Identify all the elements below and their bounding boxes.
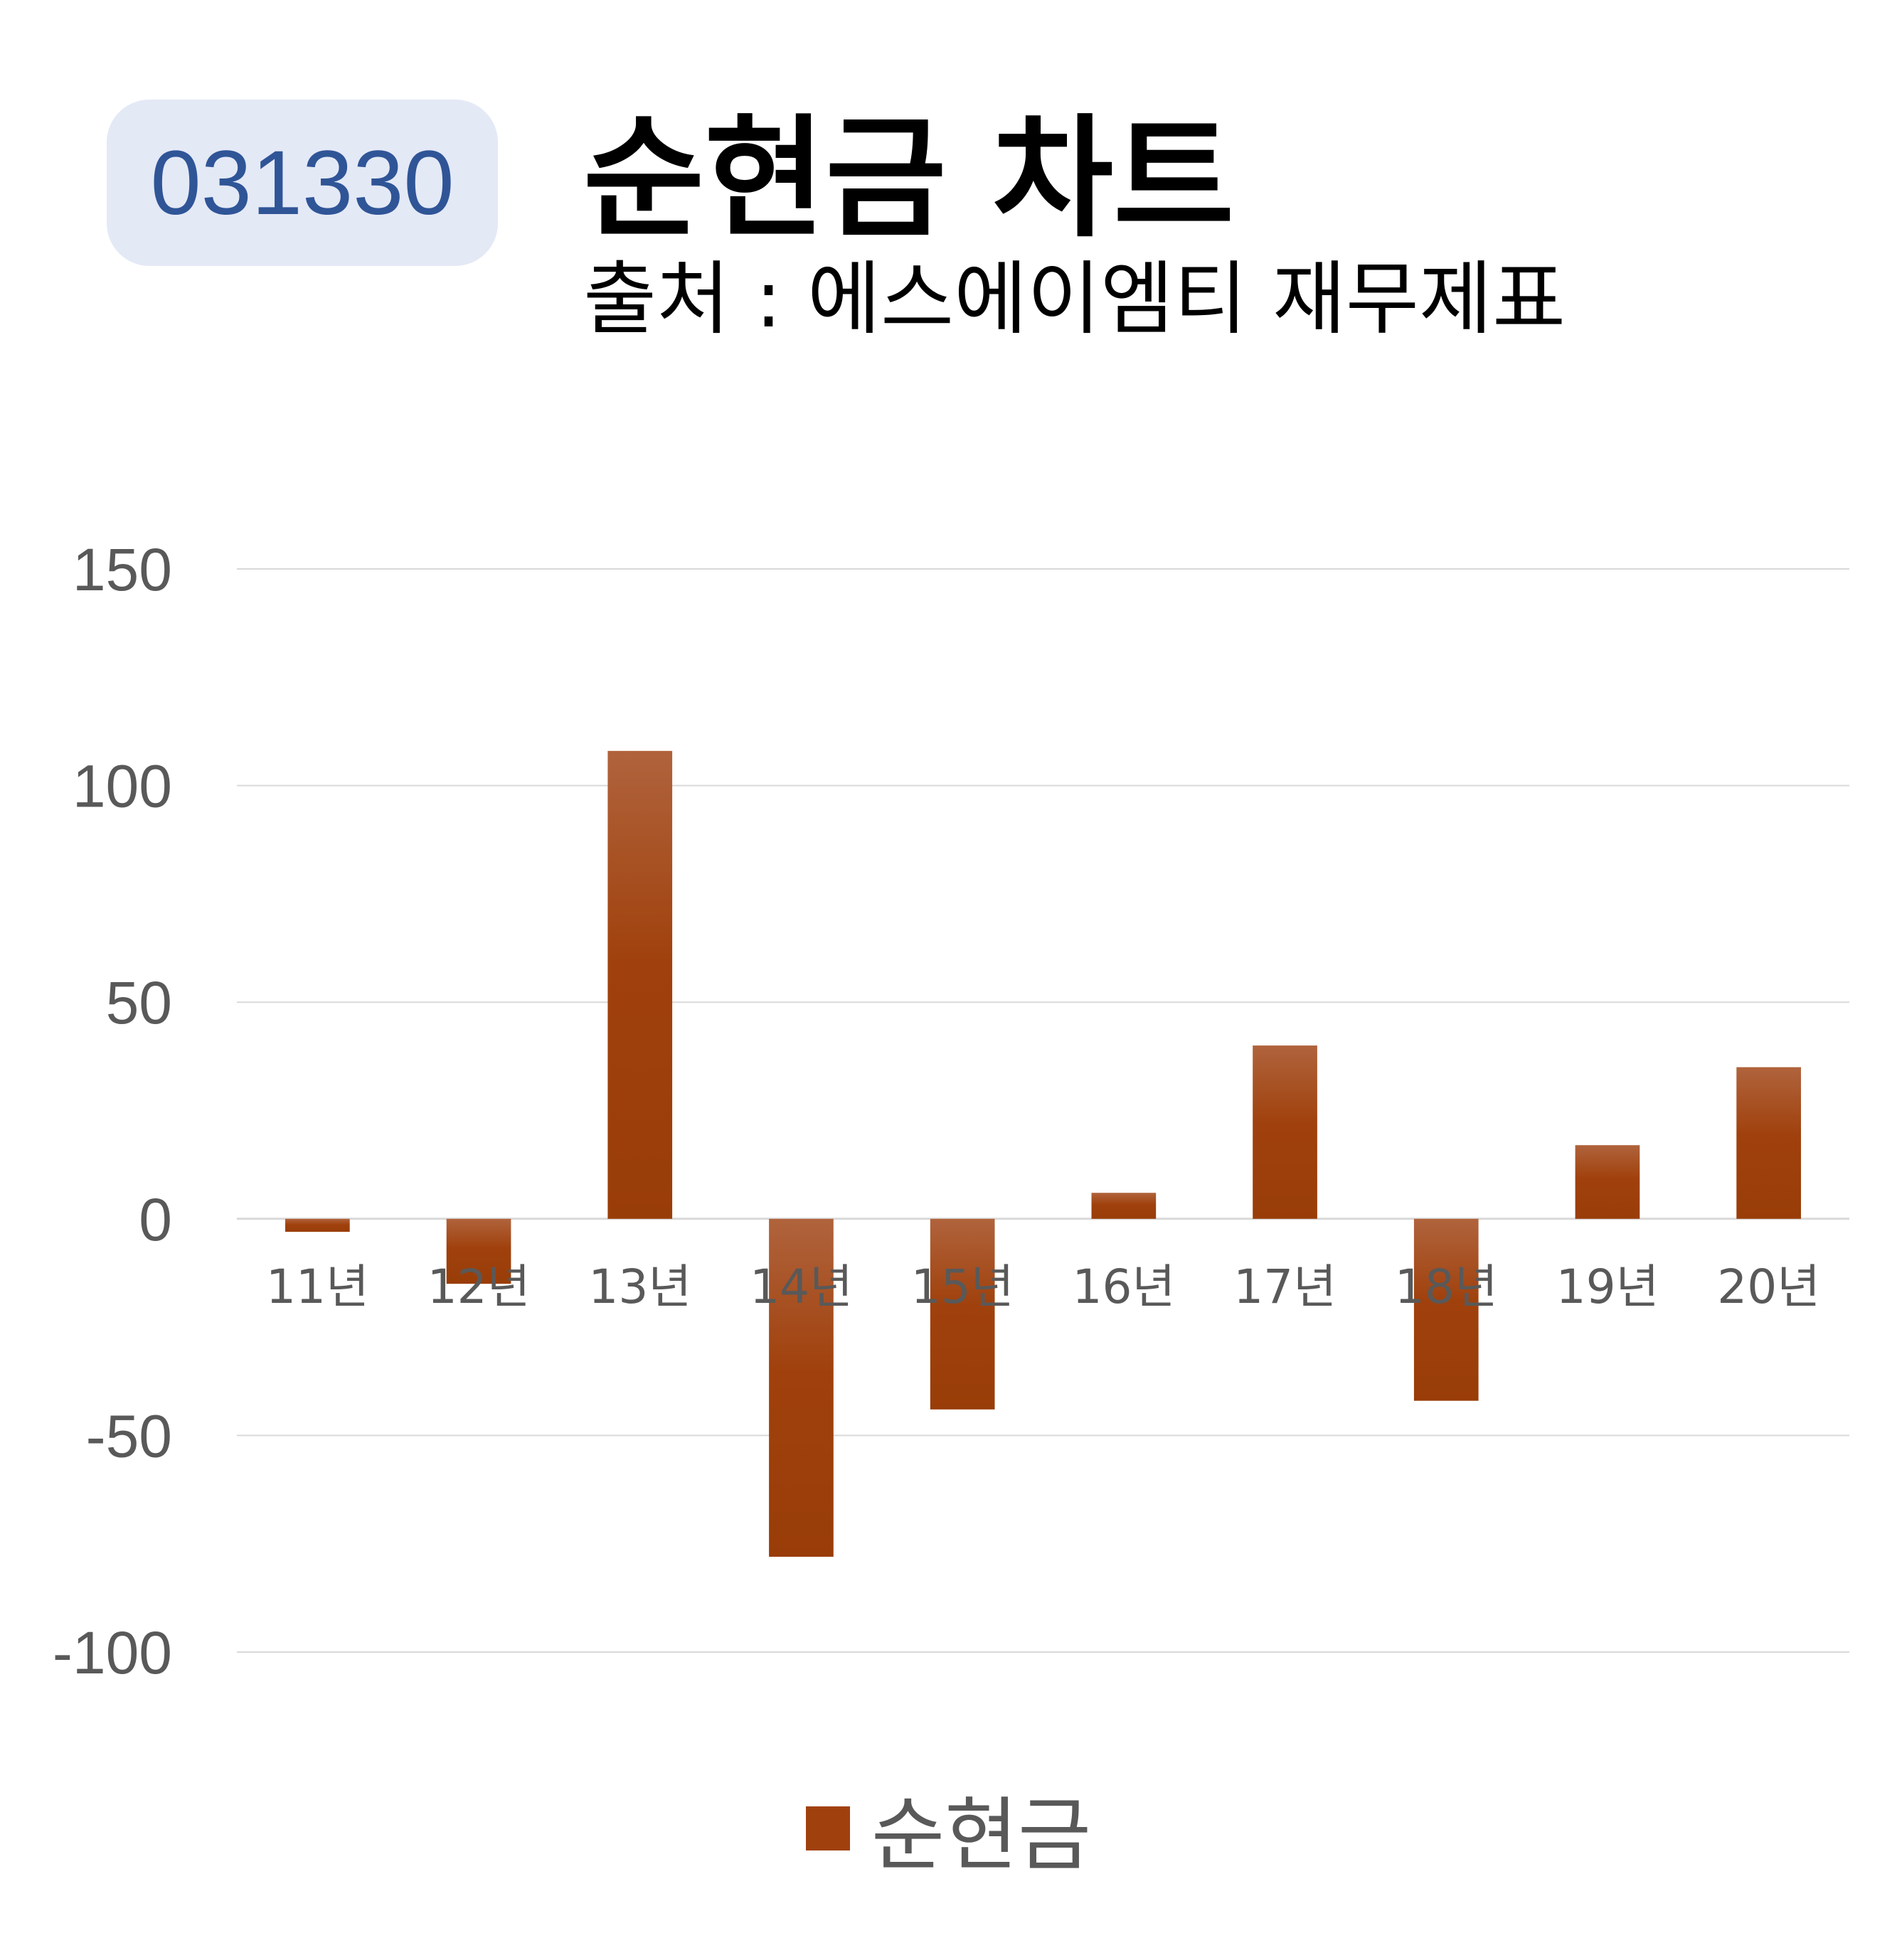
bar-20년 <box>1736 1067 1801 1219</box>
bar-19년 <box>1575 1145 1640 1219</box>
y-tick-label: 100 <box>73 753 172 820</box>
legend: 순현금 <box>0 1771 1897 1886</box>
y-tick-label: 0 <box>139 1186 172 1253</box>
y-tick-label: -50 <box>86 1402 172 1469</box>
legend-label: 순현금 <box>871 1789 1092 1882</box>
y-tick-label: -100 <box>53 1619 172 1686</box>
y-tick-label: 50 <box>106 969 172 1036</box>
y-tick-label: 150 <box>73 536 172 603</box>
x-tick-label: 13년 <box>588 1259 691 1314</box>
x-tick-label: 16년 <box>1072 1259 1175 1314</box>
bar-12년 <box>446 1218 511 1284</box>
bar-11년 <box>285 1218 350 1232</box>
x-tick-label: 15년 <box>911 1259 1014 1314</box>
bar-16년 <box>1091 1193 1157 1219</box>
bar-13년 <box>607 750 673 1219</box>
x-tick-label: 18년 <box>1395 1259 1498 1314</box>
ticker-badge: 031330 <box>107 100 498 266</box>
chart-title: 순현금 차트 <box>583 102 1235 255</box>
x-tick-label: 20년 <box>1717 1259 1820 1314</box>
ticker-code: 031330 <box>150 132 455 234</box>
bar-17년 <box>1253 1045 1317 1219</box>
chart-subtitle: 출처 : 에스에이엠티 재무제표 <box>583 253 1566 346</box>
legend-swatch <box>805 1806 850 1850</box>
bar-14년 <box>769 1218 834 1557</box>
bar-15년 <box>930 1218 995 1410</box>
x-tick-label: 12년 <box>427 1259 531 1314</box>
x-tick-label: 11년 <box>266 1259 369 1314</box>
x-tick-label: 17년 <box>1233 1259 1337 1314</box>
x-tick-label: 14년 <box>750 1259 853 1314</box>
x-tick-label: 19년 <box>1556 1259 1659 1314</box>
bar-18년 <box>1413 1218 1479 1401</box>
